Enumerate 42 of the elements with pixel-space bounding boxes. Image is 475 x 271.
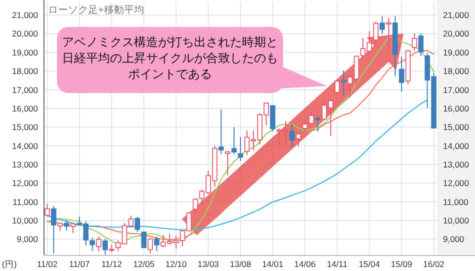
y-tick-label: 16,000 xyxy=(12,103,38,114)
y2-tick-label: 11,000 xyxy=(443,196,469,207)
y-tick-label: 13,000 xyxy=(12,159,38,170)
x-tick-label: 16/02 xyxy=(423,259,445,269)
y2-tick-label: 15,000 xyxy=(443,122,470,132)
x-tick-label: 11/12 xyxy=(101,259,122,269)
y-tick-label: 9,000 xyxy=(16,234,38,244)
y2-tick-label: 9,000 xyxy=(443,234,465,244)
y-tick-label: 17,000 xyxy=(12,84,38,95)
y-tick-label: 20,000 xyxy=(12,28,38,39)
y-tick-label: 11,000 xyxy=(12,196,38,207)
y2-tick-label: 10,000 xyxy=(443,215,470,226)
y2-tick-label: 21,000 xyxy=(443,10,470,20)
y-tick-label: 18,000 xyxy=(12,66,38,76)
y2-tick-label: 18,000 xyxy=(443,66,470,76)
y-tick-label: 21,000 xyxy=(12,10,38,20)
x-tick-label: 14/06 xyxy=(294,259,316,269)
x-tick-label: 12/10 xyxy=(165,259,187,269)
x-tick-label: 15/09 xyxy=(390,259,412,269)
y2-tick-label: 19,000 xyxy=(443,47,470,58)
y-axis-title: (円) xyxy=(2,259,17,269)
y-tick-label: 15,000 xyxy=(12,122,38,132)
chart-title: ローソク足+移動平均 xyxy=(48,4,144,16)
y2-tick-label: 12,000 xyxy=(443,178,470,188)
x-tick-label: 12/05 xyxy=(133,259,155,269)
y-tick-label: 12,000 xyxy=(12,178,38,188)
y2-tick-label: 13,000 xyxy=(443,159,470,170)
x-tick-label: 14/11 xyxy=(326,259,348,269)
y2-tick-label: 20,000 xyxy=(443,28,470,39)
y2-tick-label: 14,000 xyxy=(443,140,470,151)
x-tick-label: 14/01 xyxy=(262,259,284,269)
y-tick-label: 14,000 xyxy=(12,140,38,151)
x-tick-label: 13/08 xyxy=(230,259,252,269)
x-tick-label: 11/07 xyxy=(69,259,90,269)
y-tick-label: 10,000 xyxy=(12,215,38,226)
y2-tick-label: 17,000 xyxy=(443,84,470,95)
x-tick-label: 11/02 xyxy=(36,259,58,269)
x-tick-label: 13/03 xyxy=(198,259,220,269)
x-tick-label: 15/04 xyxy=(358,259,380,269)
annotation: アベノミクス構造が打ち出された時期と日経平均の上昇サイクルが合致したのもポイントである xyxy=(62,35,278,81)
y-tick-label: 19,000 xyxy=(12,47,38,58)
y2-tick-label: 16,000 xyxy=(443,103,470,114)
